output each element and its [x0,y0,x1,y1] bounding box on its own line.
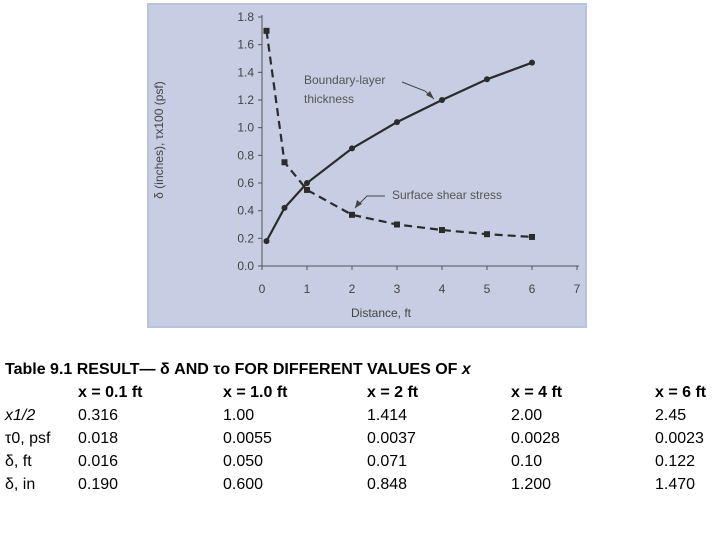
row-label: τ0, psf [5,430,51,447]
data-point [304,186,310,193]
data-point [349,145,355,152]
header-cell: x = 1.0 ft [223,384,288,401]
data-point [439,97,445,103]
table-cell: 0.122 [655,453,696,470]
table-cell: 0.050 [223,453,264,470]
y-tick-group: 0.0 0.2 0.4 0.6 0.8 1.0 1.2 1.4 1.6 1.8 [237,10,262,273]
x-tick-label: 5 [484,282,491,296]
data-point [349,211,355,218]
y-tick-label: 1.2 [237,93,254,107]
row-label: δ, ft [5,453,32,470]
y-tick-label: 1.0 [237,121,254,135]
table-row: τ0, psf 0.018 0.0055 0.0037 0.0028 0.002… [5,427,717,450]
table-cell: 1.00 [223,407,255,424]
table-cell: 0.316 [78,407,119,424]
x-tick-label: 7 [574,282,581,296]
result-table: Table 9.1 RESULT— δ AND τo FOR DIFFERENT… [5,358,717,496]
data-point [304,180,310,186]
table-cell: 0.071 [367,453,408,470]
header-cell: x = 0.1 ft [78,384,143,401]
y-tick-label: 0.8 [237,148,254,162]
table-row: δ, in 0.190 0.600 0.848 1.200 1.470 [5,473,717,496]
data-point [484,231,490,238]
data-point [263,27,270,34]
series-group [263,27,535,245]
data-point [281,159,288,166]
table-cell: 2.00 [511,407,543,424]
header-cell: x = 4 ft [511,384,563,401]
series-line-1 [265,30,533,238]
data-point [263,238,270,245]
data-point [394,221,400,228]
header-cell: x = 2 ft [367,384,419,401]
table-title-variable: x [461,361,471,378]
header-cell: x = 6 ft [655,384,707,401]
y-tick-label: 0.2 [237,231,254,245]
table-cell: 1.414 [367,407,408,424]
table-cell: 1.200 [511,476,552,493]
y-tick-label: 1.4 [237,65,254,79]
shear-annotation: Surface shear stress [392,188,502,202]
x-tick-label: 3 [394,282,401,296]
boundary-arrowhead [426,91,434,99]
chart-axes [261,15,579,267]
x-tick-label: 0 [259,282,266,296]
annotation-group: Boundary-layer thickness Surface shear s… [304,73,502,209]
data-point [281,204,288,211]
x-tick-label: 6 [529,282,536,296]
boundary-annotation-line2: thickness [304,92,354,106]
y-tick-label: 1.6 [237,38,254,52]
table-cell: 0.0037 [367,430,416,447]
x-tick-label: 4 [439,282,446,296]
table-cell: 0.0023 [655,430,704,447]
table-header-row: x = 0.1 ft x = 1.0 ft x = 2 ft x = 4 ft … [5,381,717,404]
x-tick-label: 2 [349,282,356,296]
table-cell: 0.016 [78,453,119,470]
table-row: δ, ft 0.016 0.050 0.071 0.10 0.122 [5,450,717,473]
x-tick-group: 0 1 2 3 4 5 6 7 [259,266,581,296]
boundary-annotation-line1: Boundary-layer [304,73,385,87]
data-point [439,227,445,234]
y-tick-label: 0.4 [237,204,254,218]
x-axis-title: Distance, ft [351,306,412,320]
data-point [529,233,535,240]
table-cell: 0.018 [78,430,119,447]
data-point [394,119,400,126]
y-tick-label: 0.0 [237,259,254,273]
y-axis-title: δ (inches), τx100 (psf) [152,81,166,198]
series-line-0 [265,61,533,242]
table-cell: 0.10 [511,453,543,470]
row-label: x1/2 [5,407,36,424]
data-point [529,59,535,66]
table-title: Table 9.1 RESULT— δ AND τo FOR DIFFERENT… [5,358,717,381]
x-tick-label: 1 [304,282,311,296]
table-cell: 2.45 [655,407,687,424]
table-cell: 0.0055 [223,430,272,447]
table-cell: 0.0028 [511,430,560,447]
table-cell: 1.470 [655,476,696,493]
y-tick-label: 0.6 [237,176,254,190]
shear-arrowhead [355,200,362,208]
table-title-text: Table 9.1 RESULT— δ AND τo FOR DIFFERENT… [5,361,462,378]
data-point [484,76,490,83]
table-cell: 0.190 [78,476,119,493]
row-label: δ, in [5,476,36,493]
table-cell: 0.600 [223,476,264,493]
y-tick-label: 1.8 [237,10,254,24]
table-cell: 0.848 [367,476,408,493]
table-row: x1/2 0.316 1.00 1.414 2.00 2.45 [5,404,717,427]
